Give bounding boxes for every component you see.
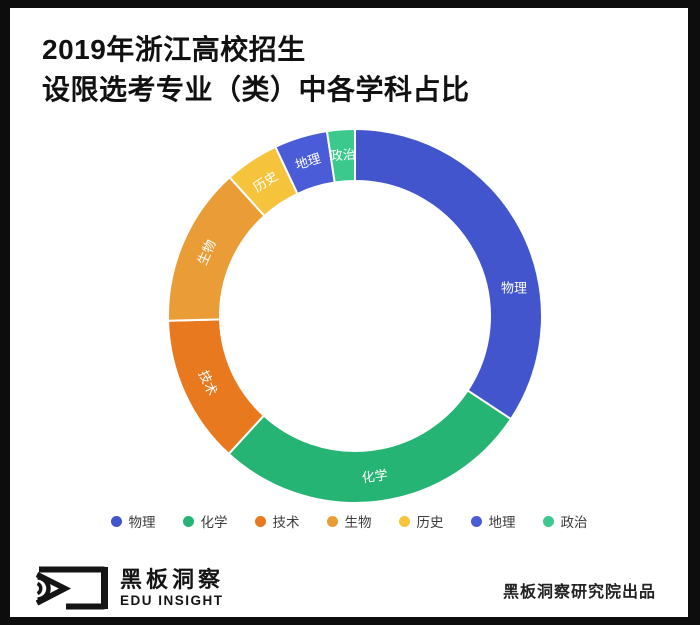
infographic-panel: 2019年浙江高校招生 设限选考专业（类）中各学科占比 物理 化学 技术 生物 历史 地理… <box>10 8 688 617</box>
legend-item-政治: 政治 <box>542 511 588 531</box>
legend-label-历史: 历史 <box>416 515 444 530</box>
legend-label-生物: 生物 <box>344 515 372 530</box>
legend-item-历史: 历史 <box>398 511 444 531</box>
legend-label-技术: 技术 <box>272 515 300 530</box>
chart-title-line1: 2019年浙江高校招生 <box>42 34 306 65</box>
logo-text-en: EDU INSIGHT <box>120 593 224 608</box>
eye-logo-icon <box>36 566 108 610</box>
legend-label-地理: 地理 <box>488 515 516 530</box>
legend-item-生物: 生物 <box>326 511 372 531</box>
legend-item-物理: 物理 <box>110 511 156 531</box>
legend-label-物理: 物理 <box>128 515 156 530</box>
chart-legend: 物理 化学 技术 生物 历史 地理 政治 <box>10 511 688 531</box>
legend-dot-技术 <box>254 515 266 527</box>
credit-text: 黑板洞察研究院出品 <box>502 584 656 601</box>
legend-dot-物理 <box>110 515 122 527</box>
logo-text: 黑板洞察 EDU INSIGHT <box>120 567 224 609</box>
segment-label-地理: 地理 <box>293 151 322 173</box>
chart-title: 2019年浙江高校招生 设限选考专业（类）中各学科占比 <box>42 30 470 110</box>
logo-text-cn: 黑板洞察 <box>120 567 225 592</box>
edu-insight-logo: 黑板洞察 EDU INSIGHT <box>36 564 224 612</box>
segment-label-物理: 物理 <box>501 281 527 296</box>
legend-item-技术: 技术 <box>254 511 300 531</box>
segment-label-政治: 政治 <box>329 147 356 164</box>
legend-label-政治: 政治 <box>560 515 588 530</box>
donut-segment-政治 <box>325 127 356 184</box>
donut-segment-物理 <box>354 127 543 421</box>
legend-item-地理: 地理 <box>470 511 516 531</box>
donut-segment-化学 <box>227 389 513 504</box>
legend-dot-历史 <box>398 515 410 527</box>
legend-dot-生物 <box>326 515 338 527</box>
segment-label-化学: 化学 <box>361 467 389 485</box>
legend-dot-化学 <box>182 515 194 527</box>
legend-item-化学: 化学 <box>182 511 228 531</box>
legend-dot-地理 <box>470 515 482 527</box>
legend-dot-政治 <box>542 515 554 527</box>
legend-label-化学: 化学 <box>200 515 228 530</box>
chart-title-line2: 设限选考专业（类）中各学科占比 <box>42 74 470 105</box>
